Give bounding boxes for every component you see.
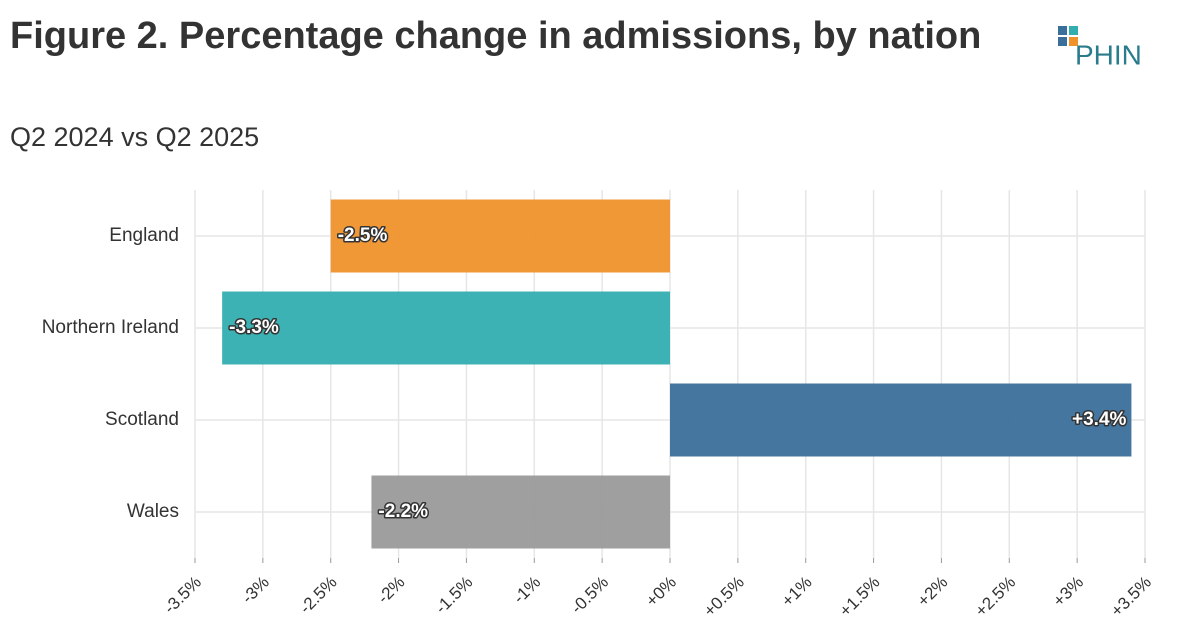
y-tick-label: Scotland [105, 409, 179, 430]
x-tick-label: -2.5% [296, 573, 341, 618]
value-label: -2.2% [378, 501, 428, 522]
bar [330, 199, 670, 273]
bar [670, 383, 1132, 457]
x-tick-label: -0.5% [567, 573, 612, 618]
x-tick-label: -1% [509, 573, 544, 608]
logo-square [1069, 26, 1078, 35]
x-tick-label: +1% [778, 573, 816, 611]
x-tick-label: +0% [642, 573, 680, 611]
value-label: +3.4% [1072, 409, 1127, 430]
x-tick-label: +2% [914, 573, 952, 611]
logo-square [1058, 26, 1067, 35]
x-tick-label: +2.5% [971, 573, 1019, 621]
bar [222, 291, 670, 365]
y-tick-label: Wales [127, 501, 179, 522]
x-tick-label: +0.5% [700, 573, 748, 621]
x-tick-label: -3.5% [160, 573, 205, 618]
x-tick-label: -3% [238, 573, 273, 608]
logo-square [1058, 37, 1067, 46]
y-tick-label: Northern Ireland [42, 317, 179, 338]
x-tick-label: +1.5% [836, 573, 884, 621]
logo: PHIN [1058, 26, 1142, 70]
x-tick-label: -2% [374, 573, 409, 608]
y-tick-label: England [109, 225, 179, 246]
x-tick-label: +3.5% [1107, 573, 1155, 621]
chart-subtitle: Q2 2024 vs Q2 2025 [10, 122, 260, 152]
logo-text: PHIN [1075, 39, 1142, 70]
logo-square [1069, 37, 1078, 46]
value-label: -2.5% [338, 225, 388, 246]
bar [371, 475, 670, 549]
value-label: -3.3% [229, 317, 279, 338]
x-tick-label: +3% [1049, 573, 1087, 611]
chart-title: Figure 2. Percentage change in admission… [10, 15, 982, 57]
x-tick-label: -1.5% [432, 573, 477, 618]
